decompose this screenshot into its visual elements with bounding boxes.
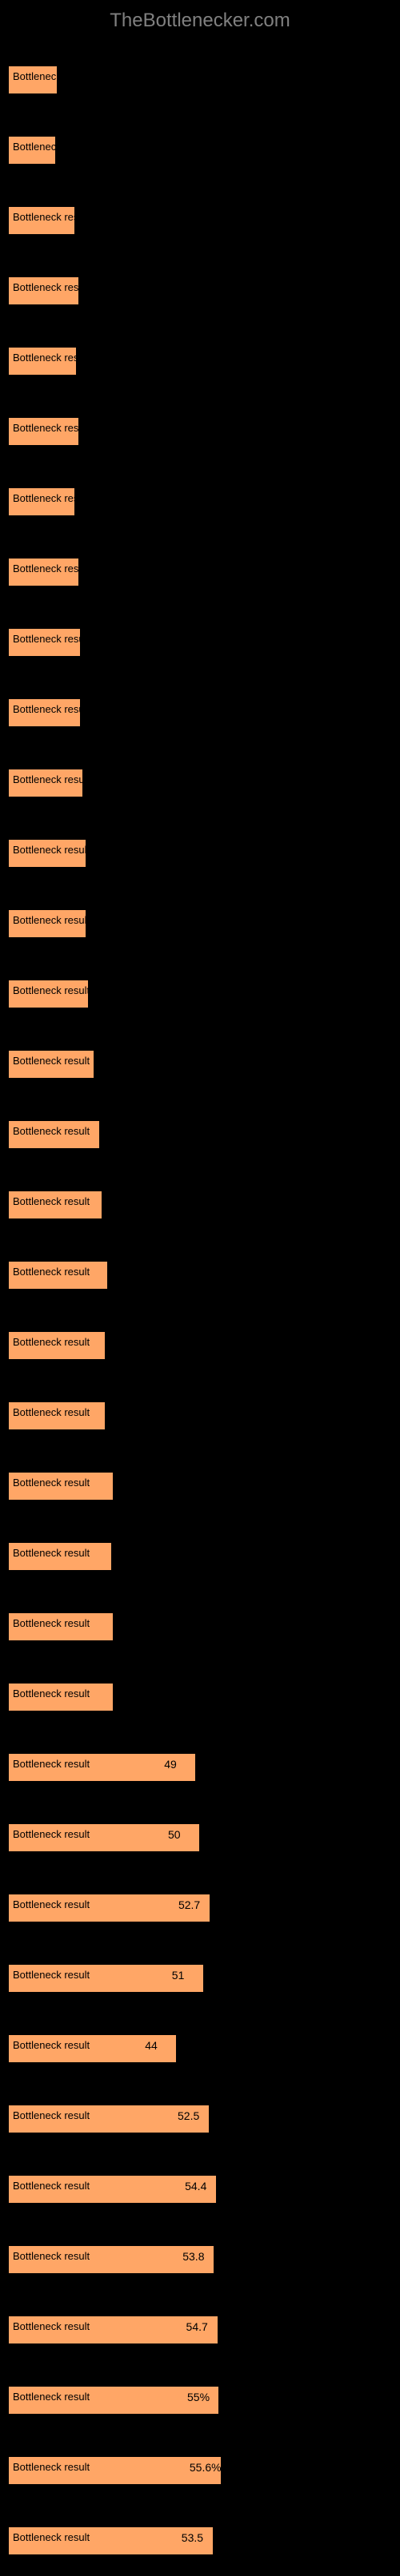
chart-bar-label: Bottleneck result xyxy=(13,2109,90,2121)
chart-row[interactable]: Bottleneck result xyxy=(8,396,392,452)
chart-bar-label: Bottleneck result xyxy=(13,914,90,926)
chart-bar-label: Bottleneck result xyxy=(13,492,90,504)
chart-bar-label: Bottleneck result xyxy=(13,422,90,434)
chart-bar-label: Bottleneck result xyxy=(13,211,90,223)
chart-bar-label: Bottleneck result xyxy=(13,2250,90,2262)
chart-bar-label: Bottleneck result xyxy=(13,1969,90,1981)
chart-row[interactable]: Bottleneck result xyxy=(8,888,392,944)
chart-bar-label: Bottleneck result xyxy=(13,2320,90,2332)
chart-value-label: 55% xyxy=(187,2391,210,2403)
chart-row[interactable]: Bottleneck result xyxy=(8,185,392,241)
chart-row[interactable]: Bottleneck result xyxy=(8,1170,392,1226)
chart-bar-label: Bottleneck result xyxy=(13,2039,90,2051)
chart-bar-label: Bottleneck result xyxy=(13,1828,90,1840)
chart-row[interactable]: Bottleneck result xyxy=(8,115,392,171)
chart-row[interactable]: Bottleneck result 50 xyxy=(8,1803,392,1858)
chart-bar-label: Bottleneck result xyxy=(13,1336,90,1348)
chart-bar-label: Bottleneck result xyxy=(13,1195,90,1207)
chart-bar-label: Bottleneck result xyxy=(13,563,90,574)
chart-row[interactable]: Bottleneck result xyxy=(8,1521,392,1577)
chart-bar-label: Bottleneck result xyxy=(13,2531,90,2543)
chart-row[interactable]: Bottleneck result 52.7 xyxy=(8,1873,392,1929)
chart-row[interactable]: Bottleneck result xyxy=(8,748,392,804)
chart-row[interactable]: Bottleneck result 54.4 xyxy=(8,2154,392,2210)
chart-value-label: 54.7 xyxy=(186,2320,208,2333)
chart-bar-label: Bottleneck result xyxy=(13,1055,90,1067)
chart-row[interactable]: Bottleneck result xyxy=(8,1240,392,1296)
chart-row[interactable]: Bottleneck result xyxy=(8,1381,392,1437)
chart-row[interactable]: Bottleneck result xyxy=(8,537,392,593)
chart-bar-label: Bottleneck result xyxy=(13,1898,90,1910)
chart-row[interactable]: Bottleneck result xyxy=(8,1099,392,1155)
chart-bar-label: Bottleneck result xyxy=(13,1125,90,1137)
chart-bar-label: Bottleneck result xyxy=(13,352,90,364)
chart-row[interactable]: Bottleneck result 49 xyxy=(8,1732,392,1788)
chart-bar-label: Bottleneck result xyxy=(13,2180,90,2192)
chart-row[interactable]: Bottleneck result 51 xyxy=(8,1943,392,1999)
chart-bar-label: Bottleneck result xyxy=(13,1758,90,1770)
chart-bar-label: Bottleneck result xyxy=(13,70,90,82)
chart-value-label: 52.7 xyxy=(178,1898,200,1911)
chart-row[interactable]: Bottleneck result xyxy=(8,678,392,733)
chart-bar-label: Bottleneck result xyxy=(13,844,90,856)
chart-bar-label: Bottleneck result xyxy=(13,281,90,293)
chart-bar-label: Bottleneck result xyxy=(13,2461,90,2473)
chart-value-label: 49 xyxy=(164,1758,177,1771)
chart-bar-label: Bottleneck result xyxy=(13,1617,90,1629)
chart-row[interactable]: Bottleneck result 53.5 xyxy=(8,2506,392,2562)
chart-bar-label: Bottleneck result xyxy=(13,1266,90,1278)
chart-row[interactable]: Bottleneck result xyxy=(8,45,392,101)
bottleneck-bar-chart: Bottleneck resultBottleneck resultBottle… xyxy=(0,45,400,2562)
chart-value-label: 52.5 xyxy=(178,2109,199,2122)
chart-value-label: 50 xyxy=(168,1828,181,1841)
chart-row[interactable]: Bottleneck result 55.6% xyxy=(8,2435,392,2491)
chart-row[interactable]: Bottleneck result xyxy=(8,1592,392,1648)
chart-row[interactable]: Bottleneck result xyxy=(8,1662,392,1718)
chart-bar-label: Bottleneck result xyxy=(13,703,90,715)
chart-value-label: 44 xyxy=(145,2039,158,2052)
chart-row[interactable]: Bottleneck result xyxy=(8,1451,392,1507)
chart-bar-label: Bottleneck result xyxy=(13,1688,90,1699)
chart-value-label: 51 xyxy=(172,1969,185,1982)
chart-row[interactable]: Bottleneck result xyxy=(8,607,392,663)
chart-row[interactable]: Bottleneck result xyxy=(8,467,392,523)
chart-row[interactable]: Bottleneck result 54.7 xyxy=(8,2295,392,2351)
chart-row[interactable]: Bottleneck result 52.5 xyxy=(8,2084,392,2140)
chart-bar-label: Bottleneck result xyxy=(13,1406,90,1418)
chart-value-label: 53.5 xyxy=(182,2531,203,2544)
chart-bar-label: Bottleneck result xyxy=(13,1547,90,1559)
chart-row[interactable]: Bottleneck result xyxy=(8,256,392,312)
chart-value-label: 54.4 xyxy=(185,2180,206,2192)
chart-row[interactable]: Bottleneck result xyxy=(8,1029,392,1085)
chart-value-label: 55.6% xyxy=(190,2461,222,2474)
chart-bar-label: Bottleneck result xyxy=(13,1477,90,1489)
chart-bar-label: Bottleneck result xyxy=(13,633,90,645)
chart-value-label: 53.8 xyxy=(182,2250,204,2263)
chart-bar-label: Bottleneck result xyxy=(13,773,90,785)
chart-row[interactable]: Bottleneck result 53.8 xyxy=(8,2224,392,2280)
chart-bar-label: Bottleneck result xyxy=(13,984,90,996)
chart-row[interactable]: Bottleneck result 44 xyxy=(8,2013,392,2069)
site-title: TheBottlenecker.com xyxy=(0,0,400,45)
chart-row[interactable]: Bottleneck result xyxy=(8,1310,392,1366)
chart-row[interactable]: Bottleneck result xyxy=(8,818,392,874)
chart-bar-label: Bottleneck result xyxy=(13,2391,90,2403)
chart-bar-label: Bottleneck result xyxy=(13,141,90,153)
chart-row[interactable]: Bottleneck result 55% xyxy=(8,2365,392,2421)
chart-row[interactable]: Bottleneck result xyxy=(8,959,392,1015)
chart-row[interactable]: Bottleneck result xyxy=(8,326,392,382)
